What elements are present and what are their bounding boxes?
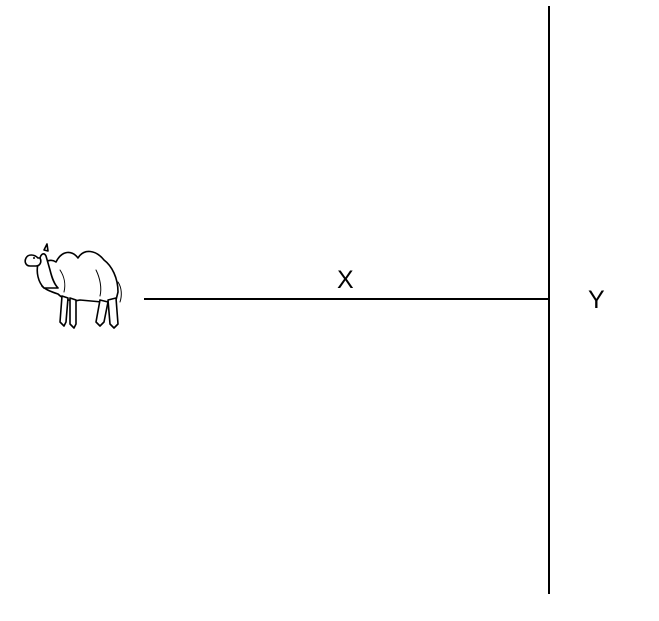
y-label: Y bbox=[588, 286, 605, 314]
x-label: X bbox=[337, 266, 354, 294]
camel-icon bbox=[24, 243, 122, 329]
